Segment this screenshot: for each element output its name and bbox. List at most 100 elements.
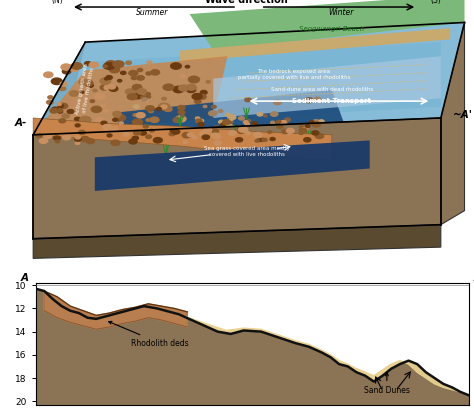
Circle shape (201, 155, 206, 158)
Circle shape (75, 142, 80, 145)
Text: The bedrock exposed area
partially covered with live and rhodoliths: The bedrock exposed area partially cover… (237, 69, 350, 80)
Circle shape (204, 128, 211, 132)
Circle shape (172, 129, 180, 134)
Circle shape (186, 84, 196, 90)
Circle shape (211, 105, 216, 108)
Circle shape (75, 124, 80, 127)
Circle shape (237, 129, 245, 133)
Circle shape (137, 76, 144, 80)
Circle shape (156, 107, 161, 110)
Circle shape (257, 136, 262, 139)
Circle shape (236, 138, 243, 142)
Circle shape (78, 131, 85, 135)
Circle shape (143, 127, 149, 130)
Circle shape (135, 171, 141, 175)
Circle shape (299, 132, 303, 134)
Circle shape (58, 104, 64, 108)
Circle shape (180, 111, 185, 114)
Circle shape (134, 105, 139, 108)
Circle shape (111, 140, 120, 145)
Circle shape (146, 95, 151, 98)
Polygon shape (33, 118, 441, 239)
Polygon shape (213, 56, 441, 118)
Circle shape (241, 155, 249, 159)
Circle shape (115, 115, 126, 121)
Circle shape (154, 138, 162, 143)
Polygon shape (33, 118, 332, 160)
Circle shape (211, 133, 220, 138)
Circle shape (105, 62, 114, 68)
Circle shape (196, 119, 202, 123)
Circle shape (173, 118, 181, 122)
Circle shape (259, 138, 265, 142)
Circle shape (146, 106, 155, 111)
Circle shape (175, 116, 186, 122)
Circle shape (74, 127, 82, 132)
Polygon shape (441, 22, 465, 225)
Circle shape (45, 128, 53, 133)
Text: Active growth area
of live rhodoliths: Active growth area of live rhodoliths (75, 63, 95, 116)
Circle shape (273, 145, 276, 147)
Circle shape (194, 100, 201, 103)
Circle shape (192, 136, 197, 139)
Circle shape (85, 119, 91, 122)
Circle shape (63, 135, 71, 140)
Circle shape (305, 168, 309, 171)
Circle shape (84, 62, 91, 66)
Circle shape (271, 112, 278, 116)
Circle shape (80, 116, 91, 123)
Circle shape (179, 85, 189, 91)
Circle shape (87, 84, 93, 87)
Circle shape (60, 82, 67, 86)
Polygon shape (95, 140, 370, 191)
Circle shape (170, 129, 174, 132)
Circle shape (164, 107, 172, 112)
Circle shape (55, 140, 60, 143)
Circle shape (173, 86, 184, 93)
Polygon shape (118, 90, 356, 183)
Circle shape (63, 69, 71, 74)
Circle shape (197, 150, 205, 155)
Circle shape (109, 66, 119, 73)
Circle shape (231, 129, 239, 134)
Circle shape (94, 93, 105, 100)
Circle shape (144, 166, 151, 170)
Circle shape (238, 127, 248, 132)
Circle shape (264, 115, 267, 117)
Circle shape (106, 61, 116, 67)
Circle shape (146, 72, 151, 75)
Circle shape (133, 94, 142, 99)
Text: Wave direction: Wave direction (205, 0, 288, 5)
Circle shape (59, 103, 68, 109)
Circle shape (181, 74, 185, 77)
Circle shape (140, 96, 146, 99)
Circle shape (245, 123, 249, 126)
Circle shape (112, 130, 117, 133)
Circle shape (145, 93, 150, 96)
Circle shape (104, 85, 113, 90)
Circle shape (299, 136, 306, 140)
Circle shape (113, 112, 121, 116)
Circle shape (239, 126, 246, 131)
Circle shape (186, 87, 196, 93)
Circle shape (150, 117, 159, 122)
Circle shape (277, 125, 283, 128)
Circle shape (240, 136, 245, 139)
Circle shape (61, 64, 72, 70)
Circle shape (286, 128, 294, 133)
Circle shape (295, 170, 298, 171)
Circle shape (150, 129, 154, 132)
Circle shape (243, 121, 248, 123)
Circle shape (119, 122, 123, 124)
Circle shape (137, 164, 141, 166)
Text: Seogwangri Beach: Seogwangri Beach (299, 26, 365, 33)
Text: A: A (21, 273, 29, 283)
Circle shape (198, 95, 206, 99)
Circle shape (312, 122, 321, 127)
Circle shape (151, 70, 160, 75)
Circle shape (133, 150, 141, 155)
Circle shape (226, 124, 233, 128)
Circle shape (194, 164, 201, 168)
Polygon shape (33, 56, 228, 135)
Circle shape (199, 131, 208, 136)
